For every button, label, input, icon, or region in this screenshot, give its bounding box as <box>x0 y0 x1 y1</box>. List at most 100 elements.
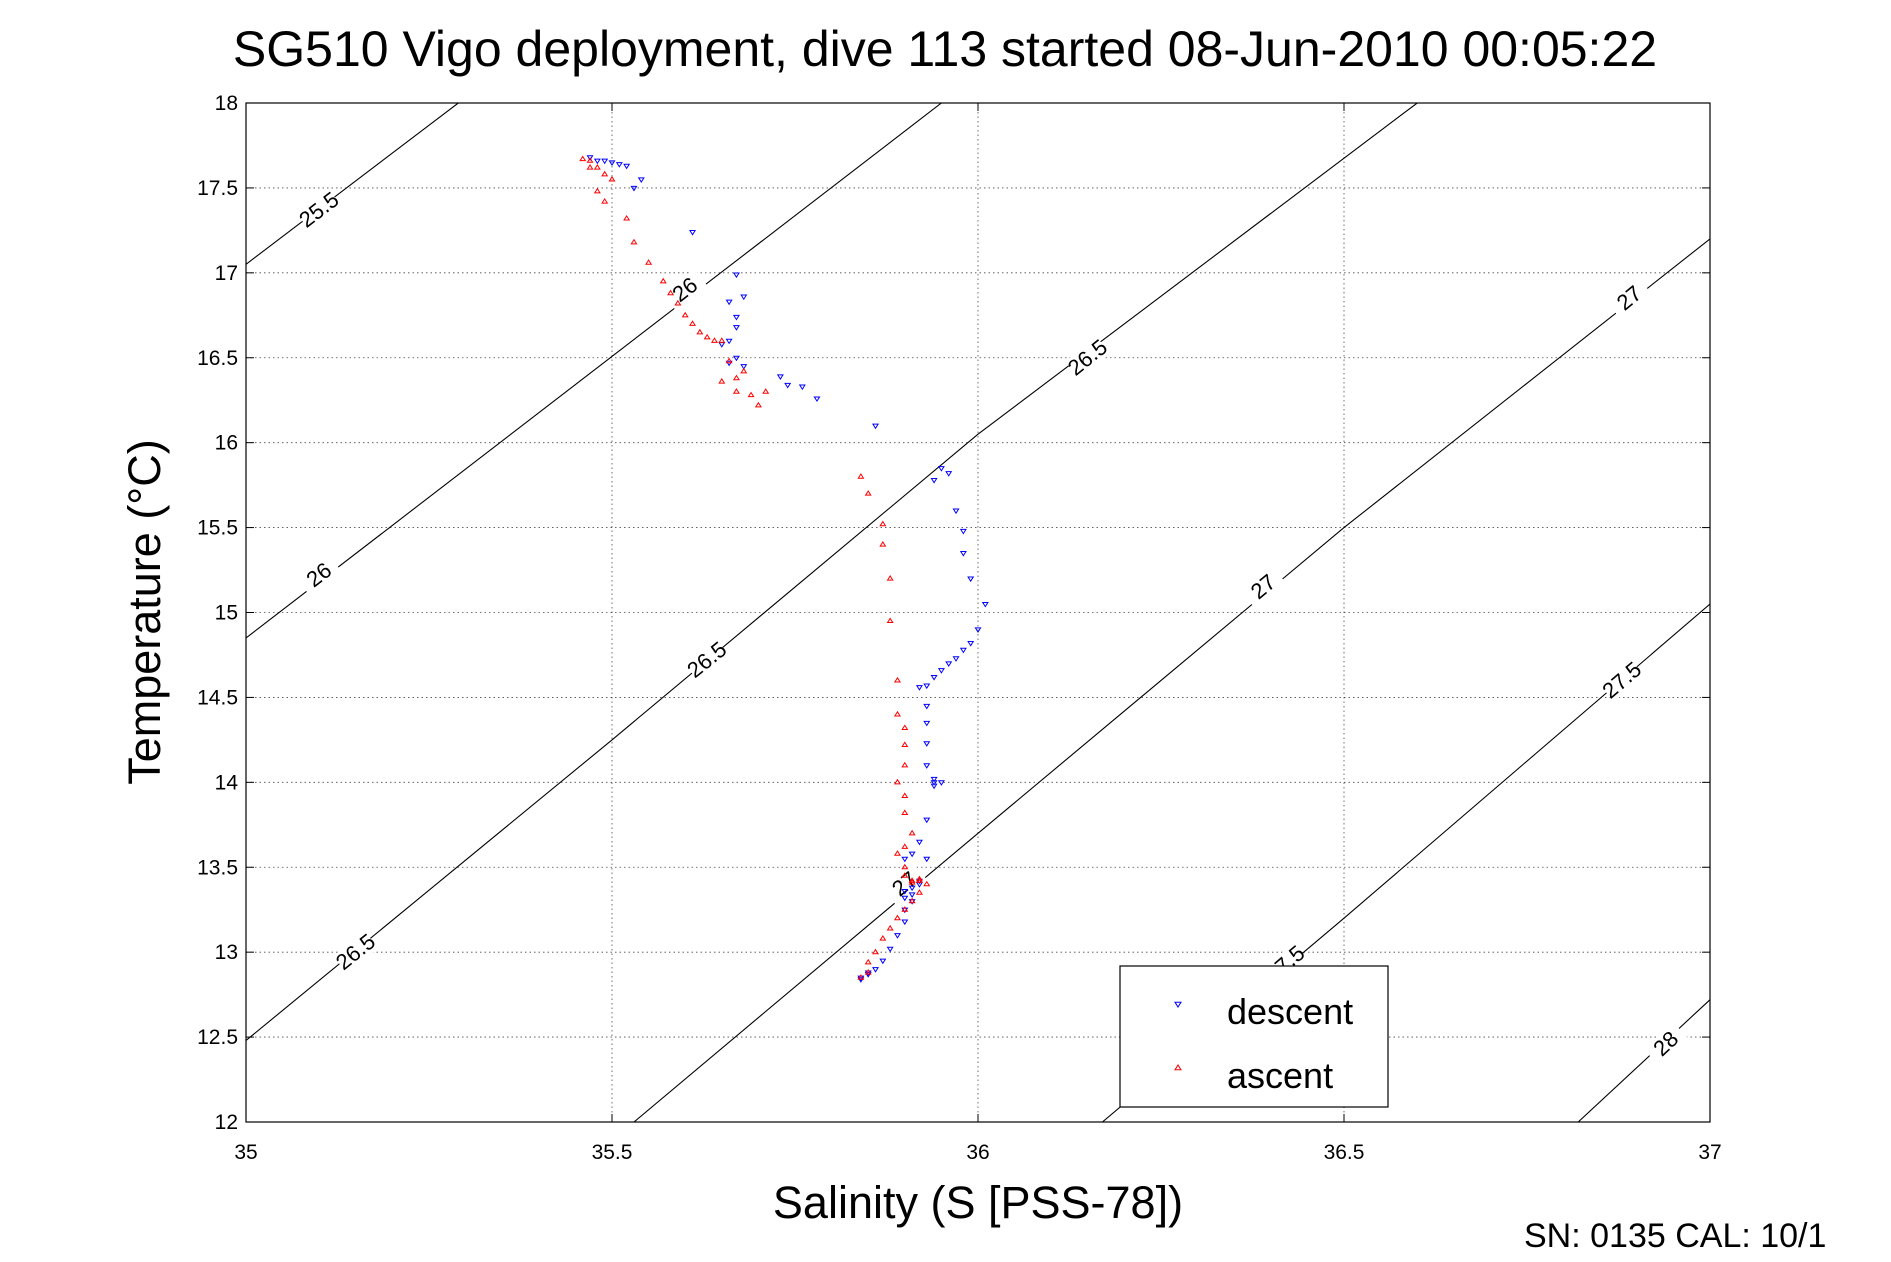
y-axis-label: Temperature (°C) <box>119 439 170 785</box>
ascent-point <box>681 311 689 318</box>
y-tick-label: 15.5 <box>197 517 238 540</box>
ascent-point <box>601 170 609 177</box>
descent-point <box>593 158 601 165</box>
ascent-point <box>754 401 762 408</box>
ascent-point <box>908 877 916 883</box>
x-tick-label: 37 <box>1698 1141 1721 1164</box>
descent-point <box>937 466 945 472</box>
ascent-point <box>696 328 704 335</box>
descent-point <box>893 933 901 939</box>
descent-point <box>923 763 931 769</box>
ascent-point <box>689 320 697 326</box>
descent-point <box>923 856 931 863</box>
x-tick-label: 36.5 <box>1324 1141 1365 1164</box>
ascent-point <box>732 374 740 381</box>
x-tick-label: 35.5 <box>592 1141 633 1164</box>
descent-point <box>981 601 989 608</box>
contour-label-bg <box>1065 336 1111 379</box>
descent-point <box>784 382 792 389</box>
x-axis-label: Salinity (S [PSS-78]) <box>773 1177 1183 1228</box>
legend-ascent-marker <box>1174 1064 1182 1071</box>
descent-point <box>637 177 645 183</box>
descent-point <box>725 299 733 306</box>
descent-point <box>959 528 967 535</box>
series-ascent <box>579 155 931 980</box>
descent-point <box>586 155 594 161</box>
y-tick-label: 17 <box>215 262 238 285</box>
ascent-point <box>630 238 638 245</box>
descent-point <box>732 272 740 279</box>
ascent-point <box>915 875 923 882</box>
descent-point <box>915 685 923 691</box>
y-tick-label: 13 <box>215 941 238 964</box>
ascent-point <box>710 337 718 343</box>
descent-point <box>908 851 916 858</box>
contour-line-26 <box>246 103 942 639</box>
contour-label: 27.5 <box>1597 657 1646 704</box>
descent-point <box>901 888 909 895</box>
contour-line-25.5 <box>246 103 459 265</box>
ascent-point <box>886 617 894 624</box>
y-tick-label: 12 <box>215 1111 238 1134</box>
calibration-footer: SN: 0135 CAL: 10/1 <box>1524 1217 1826 1255</box>
ascent-point <box>879 520 887 527</box>
ascent-point <box>593 187 601 194</box>
descent-point <box>872 423 880 430</box>
ascent-point <box>579 155 587 162</box>
ascent-point <box>718 377 726 384</box>
legend-ascent-triangle <box>1174 1064 1182 1071</box>
legend-descent-label: descent <box>1227 991 1353 1032</box>
descent-point <box>689 230 697 236</box>
x-axis-ticks: 35 35.5 36 36.5 37 <box>234 103 1722 1164</box>
ascent-point <box>886 574 894 581</box>
descent-point <box>901 895 909 902</box>
descent-point <box>937 780 945 786</box>
data-series <box>579 155 989 983</box>
descent-point <box>901 856 909 863</box>
descent-point <box>725 338 733 345</box>
contour-label-bg <box>1643 1022 1689 1066</box>
descent-point <box>959 647 967 654</box>
contour-label-bg <box>296 554 342 597</box>
ascent-point <box>901 741 909 748</box>
descent-point <box>974 627 982 634</box>
ascent-point <box>674 299 682 306</box>
ascent-point <box>667 289 675 296</box>
series-descent <box>586 155 989 983</box>
descent-point <box>608 160 616 166</box>
ascent-point <box>864 958 872 965</box>
descent-point <box>630 185 638 192</box>
contour-label-bg <box>1241 565 1286 609</box>
ascent-point <box>659 277 667 284</box>
ascent-point <box>703 333 711 340</box>
descent-point <box>945 471 953 477</box>
legend-ascent-label: ascent <box>1227 1055 1333 1096</box>
ascent-point <box>908 878 916 885</box>
contour-line-28 <box>1577 999 1710 1122</box>
descent-point <box>872 967 880 973</box>
descent-point <box>732 314 740 321</box>
ascent-point <box>893 676 901 683</box>
ascent-point <box>718 337 726 343</box>
ascent-point <box>645 259 653 265</box>
chart-title: SG510 Vigo deployment, dive 113 started … <box>233 21 1657 77</box>
descent-point <box>864 972 872 978</box>
ascent-point <box>586 157 594 163</box>
ascent-point <box>901 724 909 731</box>
y-tick-label: 17.5 <box>197 177 238 200</box>
ascent-point <box>893 850 901 856</box>
ascent-point <box>732 388 740 394</box>
legend-box <box>1119 965 1389 1108</box>
descent-point <box>952 508 960 515</box>
contour-label-bg <box>1599 659 1645 702</box>
ascent-point <box>908 897 916 904</box>
descent-point <box>923 720 931 727</box>
ascent-point <box>857 473 865 479</box>
ascent-point <box>586 163 594 170</box>
descent-point <box>908 892 916 898</box>
descent-point <box>923 703 931 710</box>
ascent-point <box>901 809 909 815</box>
y-axis-ticks: 12 12.5 13 13.5 14 14.5 15 15.5 16 16.5 17 17.5 18 <box>197 92 1710 1134</box>
descent-point <box>813 396 821 403</box>
ascent-point <box>901 872 909 878</box>
